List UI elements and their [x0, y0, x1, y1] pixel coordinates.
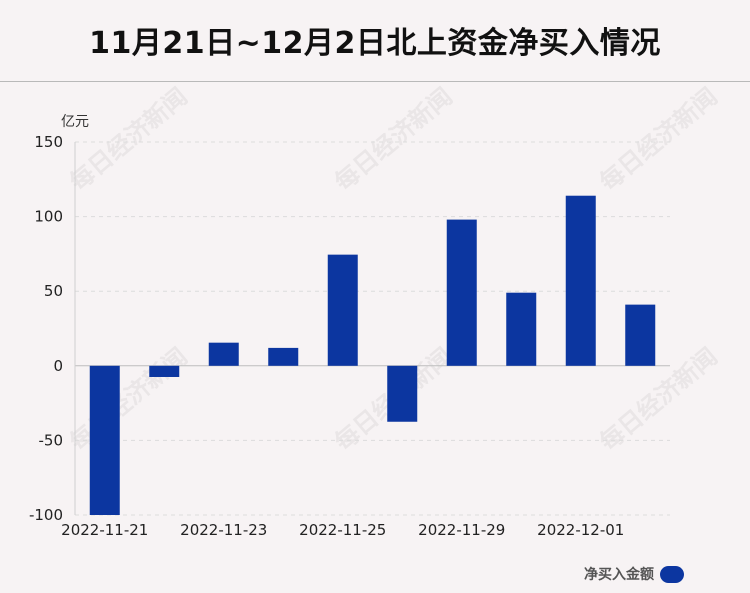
y-axis-unit-label: 亿元	[61, 114, 89, 130]
bar	[506, 292, 537, 366]
bar	[89, 365, 120, 515]
y-tick-label: 150	[34, 133, 63, 151]
bar	[208, 342, 239, 366]
bar	[387, 365, 418, 422]
legend: 净买入金额	[584, 564, 684, 584]
bar	[446, 219, 477, 366]
legend-label: 净买入金额	[584, 567, 654, 583]
bar	[268, 347, 299, 366]
bar	[565, 195, 596, 366]
x-tick-label: 2022-11-29	[418, 521, 505, 539]
x-tick-label: 2022-11-21	[61, 521, 148, 539]
y-tick-label: 0	[53, 357, 63, 375]
title-divider	[0, 81, 750, 82]
bar-series	[89, 195, 656, 515]
bar	[149, 365, 180, 377]
x-tick-label: 2022-11-25	[299, 521, 386, 539]
x-axis: 2022-11-21 2022-11-23 2022-11-25 2022-11-29…	[61, 521, 624, 539]
y-axis: 150 100 50 0 -50 -100	[29, 133, 76, 524]
y-tick-label: -50	[39, 431, 64, 449]
y-tick-label: 100	[34, 208, 63, 226]
x-tick-label: 2022-11-23	[180, 521, 267, 539]
bar	[625, 304, 656, 366]
x-tick-label: 2022-12-01	[537, 521, 624, 539]
bar	[327, 254, 358, 366]
y-tick-label: 50	[44, 282, 63, 300]
chart-title: 11月21日~12月2日北上资金净买入情况	[89, 26, 661, 61]
y-tick-label: -100	[29, 506, 63, 524]
legend-swatch	[660, 565, 684, 583]
